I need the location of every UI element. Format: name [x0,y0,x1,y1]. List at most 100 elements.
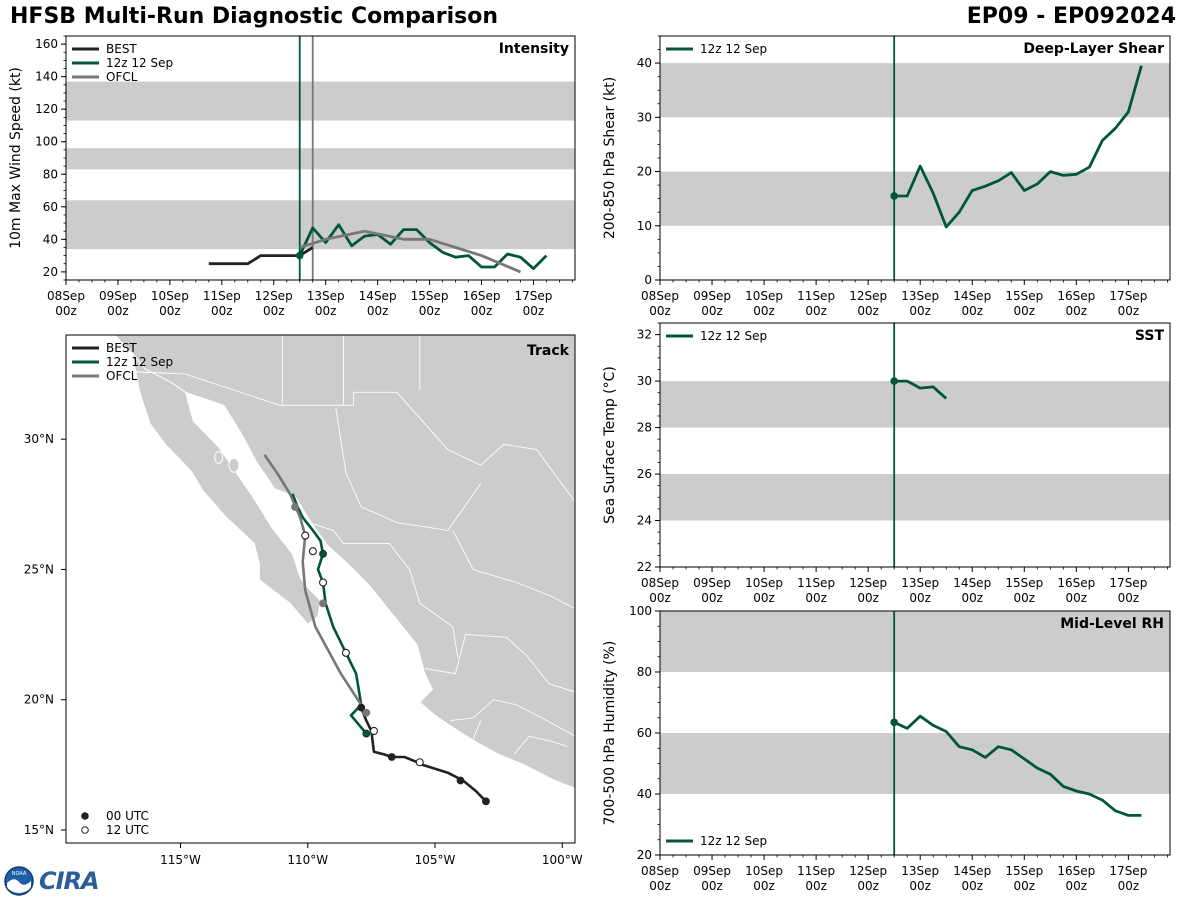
y-tick-label: 20 [637,165,652,179]
track-point-ofcl [341,648,351,657]
marker-legend-symbol [81,812,89,820]
band-1 [660,63,1170,118]
legend-label: OFCL [106,70,138,84]
y-tick-label: 20 [637,848,652,862]
band-2 [66,81,575,121]
y-tick-label: 22 [637,560,652,574]
y-tick-label: 140 [35,70,58,84]
y-axis-label: 200-850 hPa Shear (kt) [602,77,618,239]
lat-tick-label: 20°N [24,693,54,707]
x-tick-label-hour: 00z [471,304,493,318]
panel-title: Mid-Level RH [1060,616,1164,632]
noaa-seal-icon: NOAA [4,866,34,896]
lon-tick-label: 115°W [160,853,201,867]
y-tick-label: 0 [644,273,652,287]
x-tick-label-hour: 00z [909,591,931,605]
island-angel [214,450,224,464]
x-tick-label-hour: 00z [909,879,931,893]
state-border [472,720,482,739]
track-point-best [415,758,424,767]
x-tick-label-hour: 00z [1013,879,1035,893]
x-tick-label-date: 15Sep [1005,289,1043,303]
x-tick-label-date: 10Sep [151,289,189,303]
x-tick-label-date: 12Sep [255,289,293,303]
x-tick-label-hour: 00z [649,591,671,605]
y-tick-label: 100 [629,604,652,618]
panel-title: Track [527,343,570,359]
map-layer [66,335,575,806]
x-tick-label-date: 12Sep [849,576,887,590]
x-tick-label-hour: 00z [367,304,389,318]
legend-label: 12z 12 Sep [700,834,767,848]
x-tick-label-hour: 00z [1118,591,1140,605]
track-point-best [369,726,378,736]
track-point-run [318,578,328,587]
x-tick-label-date: 08Sep [641,864,679,878]
state-border [292,516,459,659]
x-tick-label-date: 09Sep [693,289,731,303]
y-tick-label: 40 [637,787,652,801]
track-point-ofcl [291,503,299,511]
x-tick-label-date: 17Sep [515,289,553,303]
x-tick-label-date: 11Sep [203,289,241,303]
x-tick-label-hour: 00z [263,304,285,318]
x-tick-label-hour: 00z [961,304,983,318]
x-tick-label-date: 17Sep [1109,289,1147,303]
legend-label: 12z 12 Sep [700,329,767,343]
legend-label: 12z 12 Sep [700,42,767,56]
track-point-best [456,776,465,785]
x-tick-label-hour: 00z [315,304,337,318]
x-tick-label-date: 14Sep [359,289,397,303]
y-tick-label: 40 [43,232,58,246]
x-tick-label-hour: 00z [753,879,775,893]
track-point-run [319,549,327,558]
y-tick-label: 40 [637,56,652,70]
track-line-ofcl [263,454,368,714]
track-point-ofcl [319,599,327,608]
x-tick-label-hour: 00z [805,304,827,318]
panel-sst: 22242628303208Sep00z09Sep00z10Sep00z11Se… [602,322,1171,605]
land-baja [131,352,322,625]
x-tick-label-hour: 00z [701,879,723,893]
x-tick-label-hour: 00z [701,304,723,318]
y-tick-label: 30 [637,374,652,388]
x-tick-label-date: 08Sep [47,289,85,303]
panel-title: Deep-Layer Shear [1023,41,1164,57]
x-tick-label-date: 13Sep [901,289,939,303]
x-tick-label-date: 09Sep [693,864,731,878]
x-tick-label-hour: 00z [909,304,931,318]
x-tick-label-hour: 00z [857,879,879,893]
plot-frame [659,35,1171,281]
x-tick-label-date: 12Sep [849,864,887,878]
legend-label: 12z 12 Sep [106,56,173,70]
x-tick-label-date: 11Sep [797,576,835,590]
x-tick-label-hour: 00z [649,304,671,318]
y-axis-label: 10m Max Wind Speed (kt) [8,67,24,249]
y-tick-label: 80 [637,665,652,679]
x-tick-label-hour: 00z [649,879,671,893]
island-tiburon [228,457,240,473]
x-tick-label-date: 14Sep [953,289,991,303]
x-tick-label-hour: 00z [857,304,879,318]
y-tick-label: 26 [637,467,652,481]
x-tick-label-date: 11Sep [797,289,835,303]
x-tick-label-date: 16Sep [1057,864,1095,878]
x-tick-label-hour: 00z [961,591,983,605]
panel-rh: 2040608010008Sep00z09Sep00z10Sep00z11Sep… [602,604,1171,893]
x-tick-label-hour: 00z [55,304,77,318]
x-tick-label-date: 16Sep [1057,289,1095,303]
y-tick-label: 32 [637,328,652,342]
x-tick-label-date: 09Sep [693,576,731,590]
x-tick-label-hour: 00z [857,591,879,605]
y-tick-label: 10 [637,219,652,233]
x-tick-label-hour: 00z [107,304,129,318]
state-border [452,530,575,609]
series-line-ofcl [299,229,522,274]
y-tick-label: 100 [35,135,58,149]
x-tick-label-date: 17Sep [1109,864,1147,878]
y-tick-label: 20 [43,265,58,279]
legend-label: OFCL [106,369,138,383]
x-tick-label-hour: 00z [211,304,233,318]
track-point-ofcl [308,547,317,556]
